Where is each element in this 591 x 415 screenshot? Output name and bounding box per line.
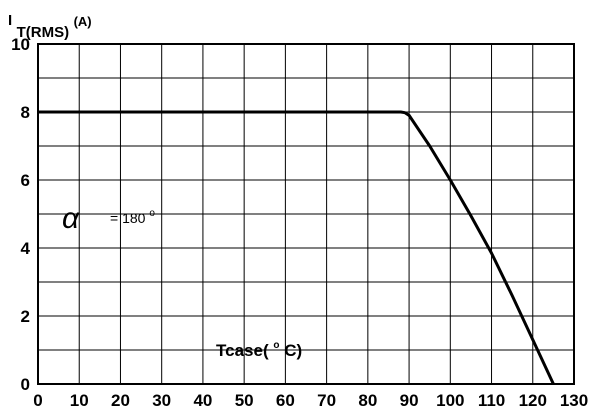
conduction-angle-annotation: = 180 o (110, 208, 155, 226)
y-axis-label-unit: (A) (74, 14, 92, 29)
x-tick-labels: 0 10 20 30 40 50 60 70 80 90 100 110 120 130 (33, 391, 588, 410)
x-tick-label: 0 (33, 391, 42, 410)
x-axis-label: Tcase( o C) (216, 333, 302, 360)
x-axis-label-tail: C) (284, 341, 302, 360)
x-tick-label: 130 (560, 391, 588, 410)
x-tick-label: 20 (111, 391, 130, 410)
x-axis-degree: o (273, 340, 279, 351)
x-tick-label: 90 (400, 391, 419, 410)
x-tick-label: 30 (152, 391, 171, 410)
series-line-it-rms (38, 110, 555, 385)
y-tick-label: 2 (21, 307, 30, 326)
x-tick-label: 100 (436, 391, 464, 410)
y-tick-label: 6 (21, 171, 30, 190)
y-tick-label: 10 (11, 35, 30, 54)
y-tick-label: 8 (21, 103, 30, 122)
x-tick-label: 40 (193, 391, 212, 410)
x-tick-label: 70 (317, 391, 336, 410)
conduction-angle-degree: o (149, 208, 155, 219)
y-tick-label: 4 (21, 239, 31, 258)
x-tick-label: 60 (276, 391, 295, 410)
x-tick-label: 80 (358, 391, 377, 410)
x-tick-label: 120 (519, 391, 547, 410)
alpha-symbol: α (62, 202, 80, 235)
grid-lines (38, 44, 574, 384)
y-axis-label: I T(RMS) (A) (8, 12, 92, 41)
x-tick-label: 10 (70, 391, 89, 410)
y-tick-labels: 0 2 4 6 8 10 (11, 35, 30, 394)
y-tick-label: 0 (21, 375, 30, 394)
x-tick-label: 110 (478, 391, 505, 410)
conduction-angle-value: = 180 (110, 210, 146, 226)
y-axis-label-main: I (8, 12, 12, 29)
x-axis-label-text: Tcase( (216, 341, 269, 360)
x-tick-label: 50 (235, 391, 254, 410)
y-axis-label-sub: T(RMS) (17, 24, 70, 41)
plot-frame (37, 43, 575, 385)
